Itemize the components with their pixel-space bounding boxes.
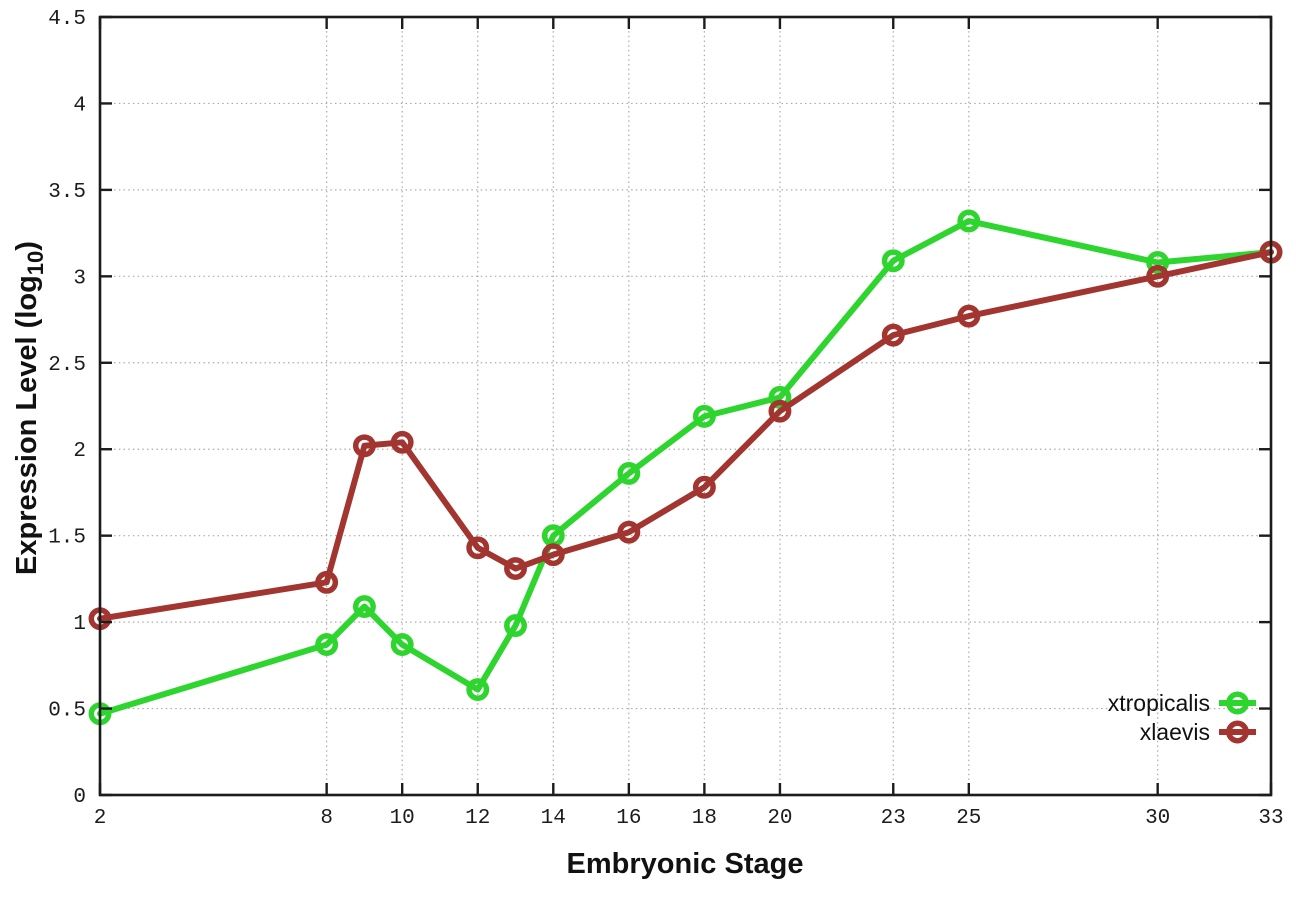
data-point-xlaevis [768, 399, 792, 423]
x-axis-title: Embryonic Stage [567, 848, 804, 880]
x-tick-label: 2 [94, 807, 107, 830]
data-point-xtropicalis [1146, 251, 1170, 274]
data-point-xlaevis [692, 475, 716, 499]
data-point-xtropicalis [617, 461, 641, 485]
axis-ticks: 2 8 10 12 14 16 18 20 23 25 30 33 0 0.5 1 1.5 2 2.5 3 3.5 4 4… [48, 8, 1283, 830]
data-point-xlaevis [617, 520, 641, 544]
data-point-xtropicalis [466, 678, 490, 701]
data-point-xlaevis [504, 557, 527, 580]
data-point-xtropicalis [768, 385, 792, 409]
y-tick-label: 2 [73, 440, 86, 463]
y-tick-label: 1 [73, 613, 86, 636]
data-point-xtropicalis [352, 595, 376, 619]
data-point-xlaevis [881, 323, 905, 347]
data-point-xlaevis [390, 430, 414, 454]
y-tick-label: 4 [73, 94, 86, 117]
legend-marker-xlaevis [1226, 720, 1249, 744]
data-point-xtropicalis [881, 249, 905, 273]
legend-item-xtropicalis: xtropicalis [1108, 690, 1256, 716]
y-tick-label: 0.5 [48, 700, 86, 723]
data-point-xlaevis [541, 543, 565, 567]
x-tick-label: 25 [956, 807, 981, 830]
x-tick-label: 14 [541, 807, 566, 830]
legend-label-xtropicalis: xtropicalis [1108, 690, 1210, 716]
y-tick-label: 4.5 [48, 8, 86, 31]
x-tick-label: 30 [1145, 807, 1170, 830]
y-tick-label: 1.5 [48, 527, 86, 550]
y-tick-label: 2.5 [48, 354, 86, 377]
legend-marker-xtropicalis [1226, 691, 1249, 715]
data-point-xlaevis [957, 304, 981, 328]
plot-frame [98, 15, 1273, 797]
legend-label-xlaevis: xlaevis [1140, 719, 1210, 745]
y-axis-title-close: ) [11, 241, 43, 251]
y-tick-label: 0 [73, 786, 86, 809]
data-point-xtropicalis [692, 404, 716, 428]
y-axis-title-main: Expression Level (log [11, 275, 43, 575]
x-tick-label: 20 [767, 807, 792, 830]
y-axis-title-subscript: 10 [23, 251, 48, 275]
y-axis-title: Expression Level (log10) [11, 241, 48, 575]
data-point-xtropicalis [504, 614, 527, 638]
data-point-xtropicalis [957, 209, 981, 233]
data-point-xlaevis [315, 570, 339, 594]
data-point-xtropicalis [315, 633, 339, 657]
legend: xtropicalis xlaevis [1108, 690, 1256, 745]
legend-item-xlaevis: xlaevis [1140, 719, 1256, 745]
y-tick-label: 3.5 [48, 181, 86, 204]
data-point-xlaevis [1146, 264, 1170, 288]
y-tick-label: 3 [73, 267, 86, 290]
plot-border [98, 15, 1273, 797]
x-tick-label: 10 [390, 807, 415, 830]
data-point-xlaevis [466, 536, 490, 560]
x-tick-label: 16 [616, 807, 641, 830]
x-tick-label: 18 [692, 807, 717, 830]
x-tick-label: 23 [881, 807, 906, 830]
x-tick-label: 33 [1258, 807, 1283, 830]
data-point-xlaevis [352, 434, 376, 458]
x-tick-label: 12 [465, 807, 490, 830]
data-point-xtropicalis [390, 633, 414, 657]
x-tick-label: 8 [320, 807, 333, 830]
